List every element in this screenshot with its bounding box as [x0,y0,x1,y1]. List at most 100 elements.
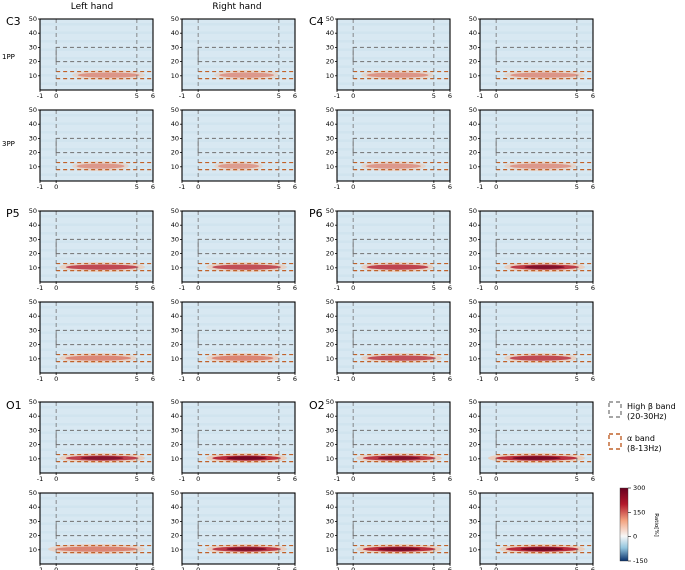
panel-frame [39,401,154,474]
y-tick-label: 50 [326,106,334,114]
noise-stripe [480,215,593,218]
x-tick-label: 5 [432,183,436,191]
noise-stripe [182,465,295,468]
y-tick-label: 40 [469,312,477,320]
noise-stripe [337,423,450,426]
y-tick-label: 40 [326,29,334,37]
noise-stripe [182,514,295,517]
y-tick-label: 20 [469,149,477,157]
x-tick-label: 5 [135,284,139,292]
noise-stripe [40,414,153,417]
noise-stripe [40,122,153,125]
x-tick-label: 5 [277,475,281,483]
panel-frame [479,210,594,283]
x-tick-label: 5 [277,375,281,383]
panel-frame [39,210,154,283]
x-tick-label: 5 [432,375,436,383]
x-tick-label: 5 [277,183,281,191]
heatmap-panel: 10 20 30 40 50 -1 0 5 6 [171,106,297,191]
y-tick-label: 40 [469,120,477,128]
x-tick-label: -1 [477,92,483,100]
panel-frame [39,109,154,182]
panel-frame [39,492,154,565]
y-tick-label: 30 [29,326,37,334]
noise-stripe [480,173,593,176]
noise-stripe [182,556,295,559]
y-tick-label: 30 [171,235,179,243]
alpha-activation-peak [377,547,421,551]
noise-stripe [337,323,450,326]
y-tick-label: 30 [326,517,334,525]
noise-stripe [182,331,295,334]
colorbar-tick-label: 150 [633,508,645,516]
noise-stripe [337,274,450,277]
y-tick-label: 40 [326,120,334,128]
heatmap-panel: 10 20 30 40 50 -1 0 5 6 [29,15,155,100]
y-tick-label: 30 [326,426,334,434]
x-tick-label: 5 [432,566,436,570]
noise-stripe [182,365,295,368]
y-tick-label: 50 [326,398,334,406]
panel-frame [181,492,296,565]
noise-stripe [40,65,153,68]
y-tick-label: 10 [171,264,179,272]
noise-stripe [182,23,295,26]
noise-stripe [182,423,295,426]
y-tick-label: 20 [171,58,179,66]
x-tick-label: 6 [293,183,297,191]
y-tick-label: 10 [29,546,37,554]
heatmap-panel: 10 20 30 40 50 -1 0 5 6 [469,298,595,383]
x-tick-label: 6 [591,284,595,292]
x-tick-label: 0 [54,475,58,483]
x-tick-label: 5 [277,92,281,100]
legend-alpha-label: α band [627,434,655,443]
noise-stripe [182,215,295,218]
noise-stripe [337,240,450,243]
x-tick-label: 5 [135,183,139,191]
y-tick-label: 40 [469,503,477,511]
heatmap-panel: 10 20 30 40 50 -1 0 5 6 [469,106,595,191]
x-tick-label: 0 [351,566,355,570]
noise-stripe [40,465,153,468]
panel-frame [336,109,451,182]
noise-stripe [182,240,295,243]
y-tick-label: 40 [29,120,37,128]
noise-stripe [337,48,450,51]
noise-stripe [337,440,450,443]
x-tick-label: -1 [37,284,43,292]
x-tick-label: 6 [293,475,297,483]
noise-stripe [40,348,153,351]
noise-stripe [182,440,295,443]
y-tick-label: 50 [469,207,477,215]
x-tick-label: 6 [448,566,452,570]
x-tick-label: 5 [575,92,579,100]
y-tick-label: 50 [469,398,477,406]
y-tick-label: 10 [326,264,334,272]
y-tick-label: 40 [29,29,37,37]
panel-frame [479,401,594,474]
noise-stripe [480,465,593,468]
noise-stripe [40,306,153,309]
y-tick-label: 50 [326,489,334,497]
y-tick-label: 40 [326,312,334,320]
y-tick-label: 50 [29,15,37,23]
noise-stripe [182,156,295,159]
y-tick-label: 10 [171,163,179,171]
noise-stripe [337,40,450,43]
y-tick-label: 50 [469,106,477,114]
y-tick-label: 30 [29,235,37,243]
legend-alpha-swatch [608,433,622,450]
x-tick-label: 6 [293,566,297,570]
noise-stripe [182,165,295,168]
noise-stripe [40,223,153,226]
column-header-right-hand: Right hand [212,2,261,12]
colorbar-tick-label: 0 [633,533,637,541]
heatmap-panel: 10 20 30 40 50 -1 0 5 6 [326,489,452,570]
alpha-activation [65,264,139,270]
noise-stripe [40,232,153,235]
noise-stripe [337,139,450,142]
noise-stripe [337,522,450,525]
colorbar-gradient [619,487,629,562]
y-tick-label: 50 [29,298,37,306]
